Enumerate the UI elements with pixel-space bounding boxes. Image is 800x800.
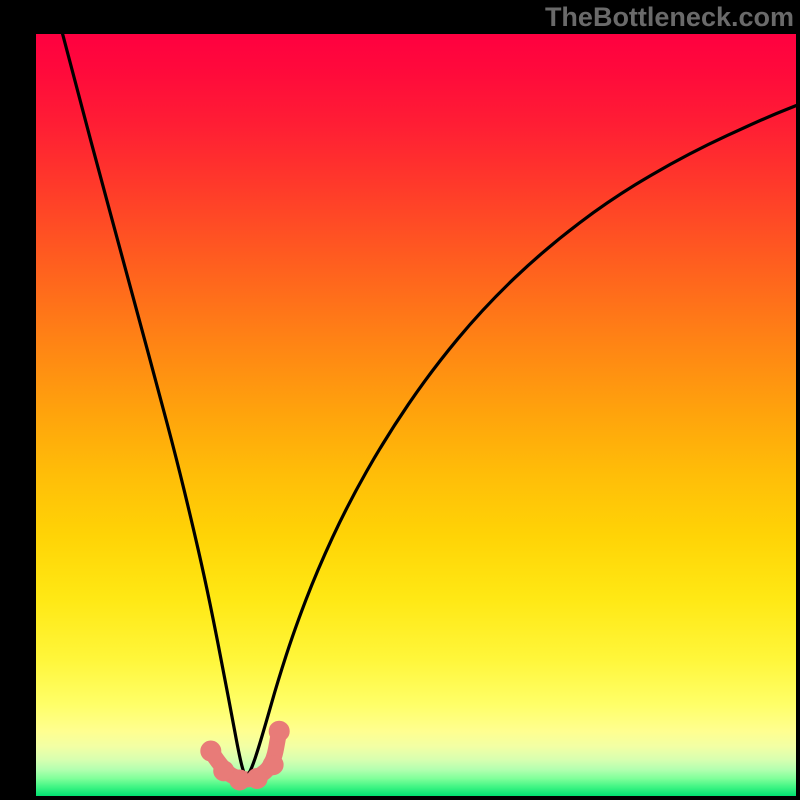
curve-layer bbox=[36, 34, 796, 796]
watermark-text: TheBottleneck.com bbox=[545, 2, 794, 33]
bottleneck-curve bbox=[63, 34, 796, 776]
curve-marker bbox=[201, 741, 221, 761]
plot-area bbox=[36, 34, 796, 796]
curve-marker bbox=[247, 768, 267, 788]
curve-marker bbox=[263, 755, 283, 775]
curve-markers bbox=[201, 721, 289, 790]
curve-marker bbox=[230, 770, 250, 790]
curve-marker bbox=[269, 721, 289, 741]
